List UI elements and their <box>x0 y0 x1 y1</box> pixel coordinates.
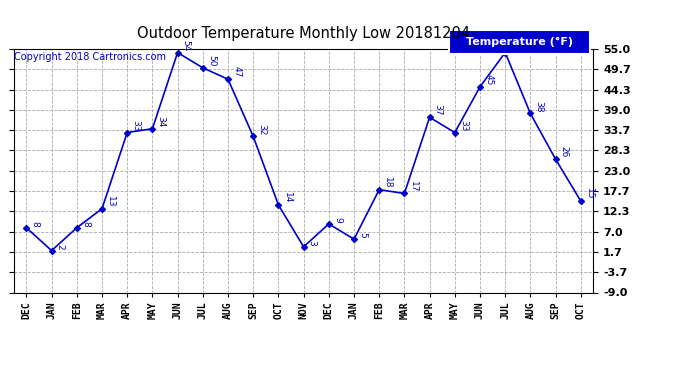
Text: 8: 8 <box>81 220 90 226</box>
Text: 9: 9 <box>333 217 342 222</box>
Text: 54: 54 <box>181 40 190 51</box>
Text: Copyright 2018 Cartronics.com: Copyright 2018 Cartronics.com <box>14 53 166 63</box>
Text: 50: 50 <box>207 55 216 66</box>
Text: 15: 15 <box>585 188 594 200</box>
Text: 32: 32 <box>257 124 266 135</box>
Text: 2: 2 <box>56 244 65 249</box>
Text: 5: 5 <box>358 232 367 238</box>
Text: Temperature (°F): Temperature (°F) <box>466 37 573 47</box>
Text: 18: 18 <box>384 177 393 188</box>
Text: 33: 33 <box>459 120 468 131</box>
Text: 54: 54 <box>509 40 518 51</box>
Text: 14: 14 <box>283 192 292 204</box>
Text: Outdoor Temperature Monthly Low 20181204: Outdoor Temperature Monthly Low 20181204 <box>137 26 470 41</box>
Text: 26: 26 <box>560 146 569 158</box>
Text: 13: 13 <box>106 196 115 207</box>
Text: 33: 33 <box>131 120 140 131</box>
Text: 8: 8 <box>30 220 39 226</box>
Text: 34: 34 <box>157 116 166 128</box>
Text: 3: 3 <box>308 240 317 245</box>
Text: 17: 17 <box>408 181 417 192</box>
Text: 45: 45 <box>484 74 493 86</box>
Text: 38: 38 <box>535 100 544 112</box>
Text: 47: 47 <box>232 66 241 78</box>
Text: 37: 37 <box>434 104 443 116</box>
